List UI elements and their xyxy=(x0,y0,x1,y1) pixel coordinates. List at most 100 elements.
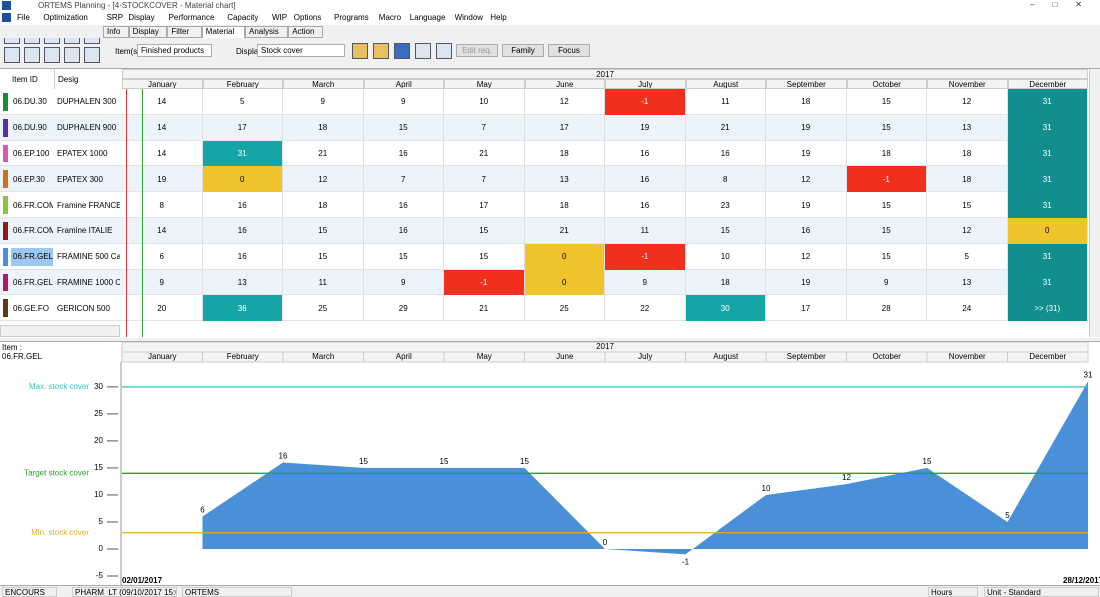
tool-icon[interactable] xyxy=(84,47,100,63)
stock-cell[interactable]: 15 xyxy=(444,243,525,270)
stock-cell[interactable]: 31 xyxy=(1007,89,1088,115)
tab[interactable]: Filter xyxy=(167,26,202,38)
tab[interactable]: Info xyxy=(103,26,129,38)
stock-cell[interactable]: -1 xyxy=(605,89,686,115)
tool-icon[interactable] xyxy=(394,43,410,59)
h-scrollbar[interactable] xyxy=(0,325,120,337)
stock-cell[interactable]: 13 xyxy=(203,269,283,296)
tool-icon[interactable] xyxy=(24,38,40,44)
menu-item[interactable]: Help xyxy=(490,13,507,22)
stock-cell[interactable]: 15 xyxy=(847,243,927,270)
tool-icon[interactable] xyxy=(4,47,20,63)
stock-cell[interactable]: 18 xyxy=(525,140,605,167)
stock-cell[interactable]: 0 xyxy=(1007,218,1088,244)
stock-cell[interactable]: 15 xyxy=(686,218,766,244)
stock-cell[interactable]: 15 xyxy=(444,218,525,244)
stock-cell[interactable]: 11 xyxy=(283,269,364,296)
item-id[interactable]: 06.DU.90 xyxy=(13,123,47,133)
menu-item[interactable]: Display xyxy=(128,13,155,22)
stock-cell[interactable]: 16 xyxy=(605,140,686,167)
menu-item[interactable]: Performance xyxy=(168,13,215,22)
stock-cell[interactable]: 30 xyxy=(685,295,766,322)
stock-cell[interactable]: 15 xyxy=(847,114,927,141)
stock-cell[interactable]: 16 xyxy=(686,140,766,167)
stock-cell[interactable]: 17 xyxy=(766,295,847,322)
stock-cell[interactable]: 16 xyxy=(203,218,283,244)
stock-cell[interactable]: >> (31) xyxy=(1007,295,1088,322)
item-id[interactable]: 06.FR.COMI xyxy=(13,200,53,210)
stock-cell[interactable]: 11 xyxy=(686,89,766,115)
stock-cell[interactable]: 22 xyxy=(605,295,686,322)
stock-cell[interactable]: 15 xyxy=(847,89,927,115)
stock-cell[interactable]: 31 xyxy=(202,140,283,167)
stock-cell[interactable]: 14 xyxy=(122,140,203,167)
menu-item[interactable]: Capacity xyxy=(227,13,259,22)
stock-cell[interactable]: 25 xyxy=(525,295,605,322)
stock-cell[interactable]: 18 xyxy=(847,140,927,167)
stock-cell[interactable]: 28 xyxy=(847,295,927,322)
item-id[interactable]: 06.GE.FO xyxy=(13,303,50,313)
stock-cell[interactable]: 18 xyxy=(927,140,1008,167)
stock-cell[interactable]: 15 xyxy=(927,192,1008,218)
stock-cell[interactable]: 19 xyxy=(766,140,847,167)
stock-cell[interactable]: 5 xyxy=(203,89,283,115)
stock-cell[interactable]: 18 xyxy=(525,192,605,218)
menu-item[interactable]: WIP xyxy=(272,13,288,22)
stock-cell[interactable]: 16 xyxy=(203,243,283,270)
item-id[interactable]: 06.EP.100 xyxy=(13,148,50,158)
stock-cell[interactable]: 15 xyxy=(283,218,364,244)
stock-cell[interactable]: 19 xyxy=(605,114,686,141)
stock-cell[interactable]: 15 xyxy=(847,218,927,244)
item-id[interactable]: 06.FR.COMI xyxy=(13,226,53,236)
stock-cell[interactable]: 16 xyxy=(605,192,686,218)
stock-cell[interactable]: -1 xyxy=(444,269,525,296)
stock-cell[interactable]: 18 xyxy=(686,269,766,296)
stock-cell[interactable]: -1 xyxy=(605,243,686,270)
stock-cell[interactable]: 7 xyxy=(364,166,444,193)
stock-cell[interactable]: 16 xyxy=(364,218,444,244)
tab[interactable]: Action xyxy=(288,26,323,38)
toolbar-button[interactable]: Family xyxy=(502,44,544,57)
stock-cell[interactable]: 16 xyxy=(364,140,444,167)
menu-item[interactable]: Options xyxy=(293,13,322,22)
tool-icon[interactable] xyxy=(44,47,60,63)
toolbar-button[interactable]: Edit req. xyxy=(456,44,498,57)
stock-cell[interactable]: 12 xyxy=(927,89,1008,115)
stock-cell[interactable]: 31 xyxy=(1007,243,1088,270)
menu-item[interactable]: Optimization xyxy=(43,13,88,22)
tool-icon[interactable] xyxy=(436,43,452,59)
stock-cell[interactable]: 12 xyxy=(766,243,847,270)
stock-cell[interactable]: 18 xyxy=(927,166,1008,193)
stock-cell[interactable]: 24 xyxy=(927,295,1008,322)
menu-item[interactable]: Language xyxy=(409,13,446,22)
stock-cell[interactable]: -1 xyxy=(846,166,927,193)
v-scrollbar[interactable] xyxy=(1089,69,1100,337)
stock-cell[interactable]: 7 xyxy=(444,114,525,141)
stock-cell[interactable]: 13 xyxy=(525,166,605,193)
stock-cell[interactable]: 8 xyxy=(686,166,766,193)
stock-cell[interactable]: 21 xyxy=(444,140,525,167)
stock-cell[interactable]: 31 xyxy=(1007,269,1088,296)
stock-cell[interactable]: 14 xyxy=(122,218,203,244)
stock-cell[interactable]: 13 xyxy=(927,114,1008,141)
tool-icon[interactable] xyxy=(44,38,60,44)
stock-cell[interactable]: 9 xyxy=(122,269,203,296)
tab[interactable]: Display xyxy=(128,26,168,38)
stock-cell[interactable]: 36 xyxy=(202,295,283,322)
stock-cell[interactable]: 31 xyxy=(1007,140,1088,167)
window-controls[interactable]: –□✕ xyxy=(1030,0,1100,9)
stock-cell[interactable]: 10 xyxy=(686,243,766,270)
stock-cell[interactable]: 0 xyxy=(524,243,605,270)
stock-cell[interactable]: 19 xyxy=(766,114,847,141)
items-select[interactable]: Finished products xyxy=(137,44,212,57)
tool-icon[interactable] xyxy=(352,43,368,59)
stock-cell[interactable]: 31 xyxy=(1007,166,1088,193)
tab[interactable]: Material xyxy=(201,26,245,38)
stock-cell[interactable]: 12 xyxy=(927,218,1008,244)
stock-cell[interactable]: 15 xyxy=(364,243,444,270)
tab[interactable]: Analysis xyxy=(245,26,289,38)
tool-icon[interactable] xyxy=(24,47,40,63)
stock-cell[interactable]: 14 xyxy=(122,114,203,141)
stock-cell[interactable]: 15 xyxy=(364,114,444,141)
item-id[interactable]: 06.FR.GEL' xyxy=(13,277,53,287)
